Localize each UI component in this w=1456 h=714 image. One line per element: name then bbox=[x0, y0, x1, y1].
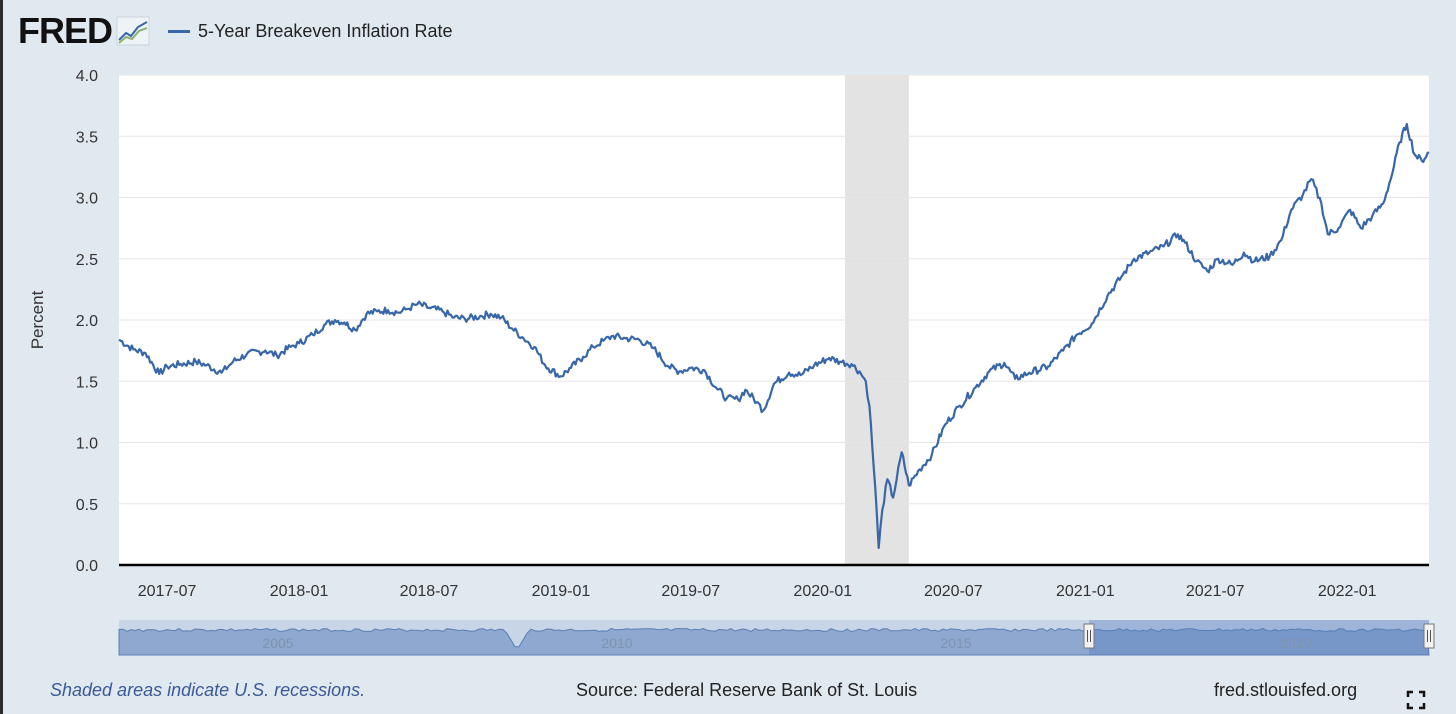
y-tick-label: 3.5 bbox=[76, 129, 98, 146]
y-tick-label: 1.5 bbox=[76, 374, 98, 391]
y-axis-title: Percent bbox=[28, 290, 47, 349]
x-tick-label: 2021-07 bbox=[1186, 583, 1245, 600]
x-tick-label: 2019-07 bbox=[661, 583, 720, 600]
x-tick-label: 2022-01 bbox=[1318, 583, 1377, 600]
navigator-handle[interactable] bbox=[1083, 623, 1095, 649]
fred-logo[interactable]: FRED bbox=[18, 10, 113, 51]
x-tick-label: 2018-07 bbox=[400, 583, 459, 600]
window-edge bbox=[0, 0, 3, 714]
x-tick-label: 2018-01 bbox=[270, 583, 329, 600]
navigator-year-label: 2020 bbox=[1280, 635, 1311, 651]
x-tick-label: 2019-01 bbox=[532, 583, 591, 600]
legend-swatch bbox=[168, 29, 190, 33]
x-tick-label: 2020-01 bbox=[793, 583, 852, 600]
y-tick-label: 2.5 bbox=[76, 252, 98, 269]
navigator-area bbox=[118, 627, 1430, 656]
legend-label: 5-Year Breakeven Inflation Rate bbox=[198, 20, 453, 41]
series-line bbox=[118, 122, 1430, 549]
x-tick-label: 2020-07 bbox=[924, 583, 983, 600]
y-tick-label: 2.0 bbox=[76, 313, 98, 330]
y-tick-label: 0.5 bbox=[76, 497, 98, 514]
fullscreen-icon[interactable] bbox=[1406, 690, 1426, 710]
line-chart: 0.0 0.5 1.0 1.5 2.0 2.5 3.0 3.5 4.0 2017-07 2018-0… bbox=[28, 68, 1435, 656]
source-note: Source: Federal Reserve Bank of St. Loui… bbox=[576, 680, 918, 700]
navigator-year-label: 2015 bbox=[940, 635, 971, 651]
navigator-year-label: 2005 bbox=[262, 635, 293, 651]
x-tick-label: 2017-07 bbox=[138, 583, 197, 600]
y-tick-label: 3.0 bbox=[76, 191, 98, 208]
site-link[interactable]: fred.stlouisfed.org bbox=[1214, 680, 1358, 700]
navigator-handle[interactable] bbox=[1423, 623, 1435, 649]
y-tick-label: 0.0 bbox=[76, 558, 98, 575]
x-tick-label: 2021-01 bbox=[1056, 583, 1115, 600]
y-tick-label: 1.0 bbox=[76, 436, 98, 453]
chart-header: FRED 5-Year Breakeven Inflation Rate bbox=[18, 10, 453, 52]
fred-chart-icon bbox=[116, 16, 150, 46]
navigator-selection bbox=[1089, 620, 1429, 655]
navigator-year-label: 2010 bbox=[601, 635, 632, 651]
recession-note: Shaded areas indicate U.S. recessions. bbox=[50, 680, 366, 700]
y-tick-label: 4.0 bbox=[76, 68, 98, 85]
chart-legend[interactable]: 5-Year Breakeven Inflation Rate bbox=[168, 21, 453, 42]
